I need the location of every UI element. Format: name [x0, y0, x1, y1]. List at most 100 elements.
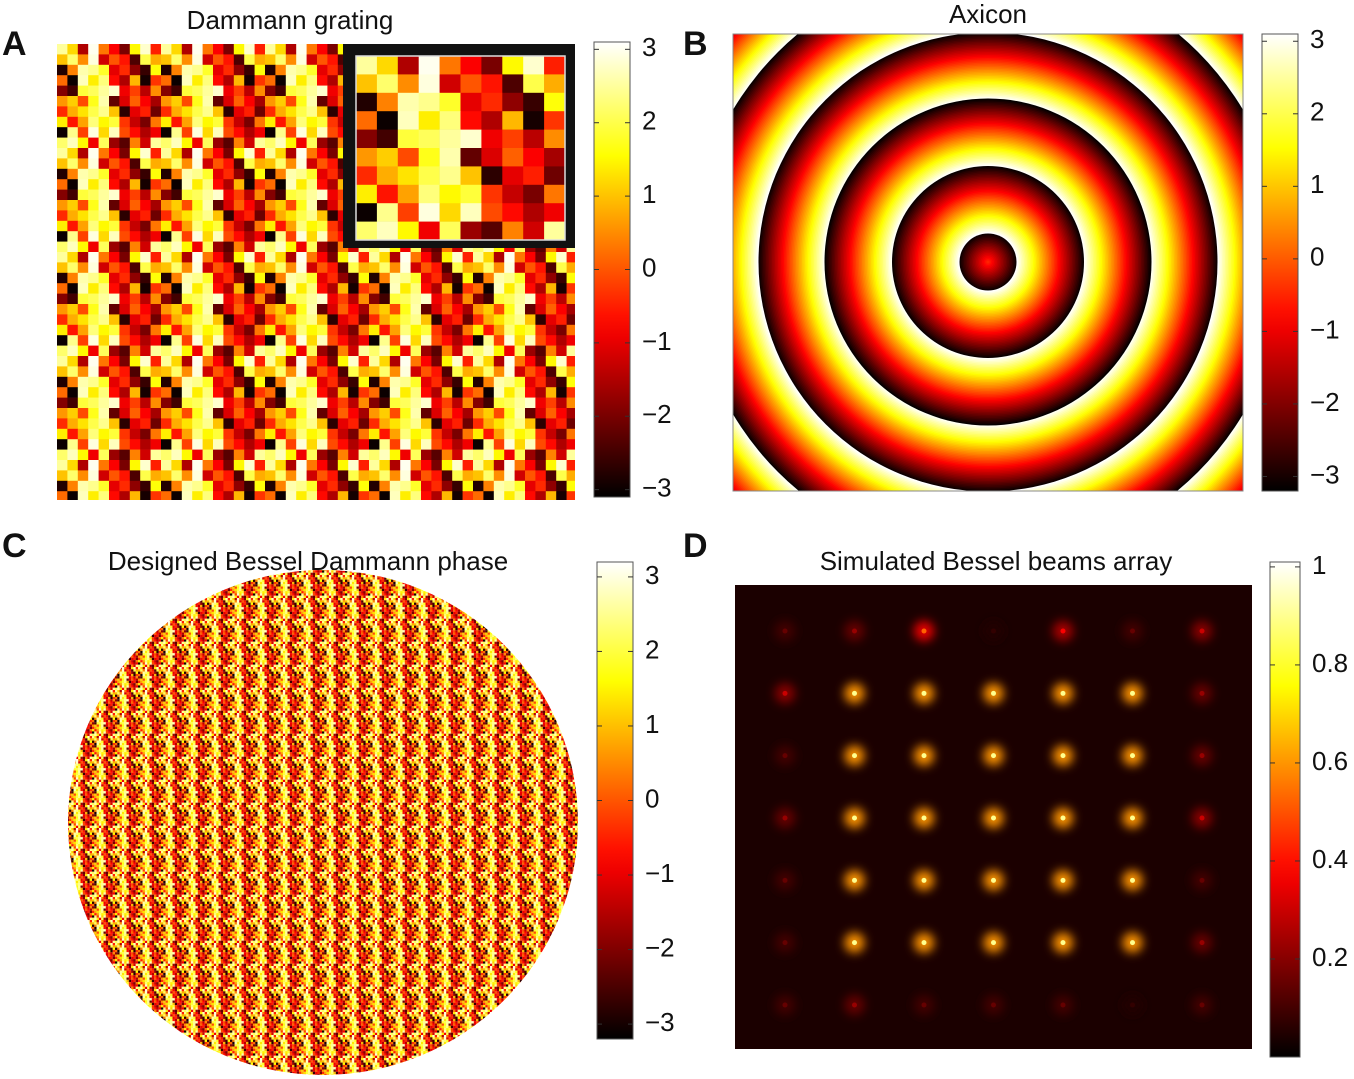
heatmap-cell [98, 137, 110, 149]
heatmap-cell [493, 335, 505, 346]
heatmap-cell [161, 116, 172, 128]
heatmap-cell [213, 366, 224, 378]
heatmap-cell [327, 335, 339, 346]
heatmap-cell [306, 314, 318, 326]
heatmap-cell [223, 116, 235, 128]
heatmap-cell [525, 408, 536, 419]
heatmap-cell [410, 439, 422, 450]
heatmap-cell [327, 283, 339, 294]
heatmap-cell [181, 262, 193, 274]
heatmap-cell [545, 304, 557, 315]
heatmap-cell [327, 54, 339, 66]
inset-cell [439, 74, 461, 94]
heatmap-cell [161, 460, 172, 471]
heatmap-cell [525, 418, 536, 430]
heatmap-cell [504, 366, 515, 378]
heatmap-cell [181, 220, 193, 232]
heatmap-cell [244, 75, 255, 86]
beam-core [991, 1002, 996, 1008]
heatmap-cell [202, 96, 214, 107]
heatmap-cell [109, 241, 120, 253]
heatmap-cell [140, 231, 151, 242]
heatmap-cell [233, 220, 245, 232]
heatmap-cell [181, 376, 193, 388]
heatmap-cell [129, 356, 141, 367]
heatmap-cell [421, 356, 432, 367]
heatmap-cell [327, 148, 339, 159]
heatmap-cell [493, 272, 505, 284]
heatmap-cell [545, 356, 557, 367]
heatmap-cell [244, 189, 255, 201]
inset-cell [481, 166, 503, 186]
heatmap-cell [171, 127, 183, 138]
heatmap-cell [379, 272, 391, 284]
heatmap-cell [244, 272, 255, 284]
heatmap-cell [98, 272, 110, 284]
heatmap-cell [202, 480, 214, 492]
heatmap-cell [317, 439, 328, 450]
heatmap-cell [192, 231, 203, 242]
heatmap-cell [400, 293, 411, 305]
heatmap-cell [358, 376, 370, 388]
heatmap-cell [171, 252, 183, 263]
heatmap-cell [389, 272, 401, 284]
heatmap-cell [213, 376, 224, 388]
heatmap-cell [452, 418, 463, 430]
heatmap-cell [296, 85, 307, 97]
heatmap-cell [181, 418, 193, 430]
heatmap-cell [410, 480, 422, 492]
inset-cell [544, 184, 566, 204]
heatmap-cell [213, 470, 224, 482]
heatmap-cell [119, 376, 131, 388]
heatmap-cell [545, 345, 557, 357]
heatmap-cell [98, 283, 110, 294]
heatmap-cell [150, 106, 162, 118]
inset-cell [376, 74, 399, 94]
heatmap-cell [410, 460, 422, 471]
heatmap-cell [67, 428, 79, 440]
inset-cell [356, 111, 378, 130]
heatmap-cell [306, 397, 318, 409]
panel-title: Simulated Bessel beams array [820, 546, 1173, 576]
heatmap-cell [119, 470, 131, 482]
heatmap-cell [410, 376, 422, 388]
heatmap-cell [129, 335, 141, 346]
heatmap-cell [265, 189, 276, 201]
heatmap-cell [244, 137, 255, 149]
heatmap-cell [233, 439, 245, 450]
heatmap-cell [431, 376, 443, 388]
heatmap-cell [275, 345, 287, 357]
heatmap-cell [202, 158, 214, 170]
heatmap-cell [514, 366, 526, 378]
heatmap-cell [254, 179, 266, 190]
heatmap-cell [566, 335, 575, 346]
heatmap-cell [327, 449, 339, 461]
heatmap-cell [285, 491, 297, 500]
heatmap-cell [514, 491, 526, 500]
heatmap-cell [483, 439, 495, 450]
colorbar-tick-label: 1 [1310, 169, 1324, 199]
heatmap-cell [441, 304, 453, 315]
heatmap-cell [265, 262, 276, 274]
heatmap-cell [473, 491, 484, 500]
colorbar-tick-label: −2 [642, 399, 672, 429]
heatmap-cell [181, 397, 193, 409]
heatmap-cell [223, 75, 235, 86]
heatmap-cell [161, 241, 172, 253]
heatmap-cell [337, 335, 349, 346]
heatmap-cell [213, 137, 224, 149]
heatmap-cell [483, 304, 495, 315]
heatmap-cell [483, 324, 495, 336]
panel-title: Dammann grating [187, 5, 394, 35]
heatmap-cell [233, 75, 245, 86]
heatmap-cell [389, 439, 401, 450]
heatmap-cell [140, 324, 151, 336]
heatmap-cell [181, 116, 193, 128]
heatmap-cell [77, 189, 89, 201]
heatmap-cell [77, 397, 89, 409]
heatmap-cell [223, 408, 235, 419]
heatmap-cell [483, 262, 495, 274]
inset-cell [481, 129, 503, 149]
heatmap-cell [285, 44, 297, 55]
heatmap-cell [545, 397, 557, 409]
